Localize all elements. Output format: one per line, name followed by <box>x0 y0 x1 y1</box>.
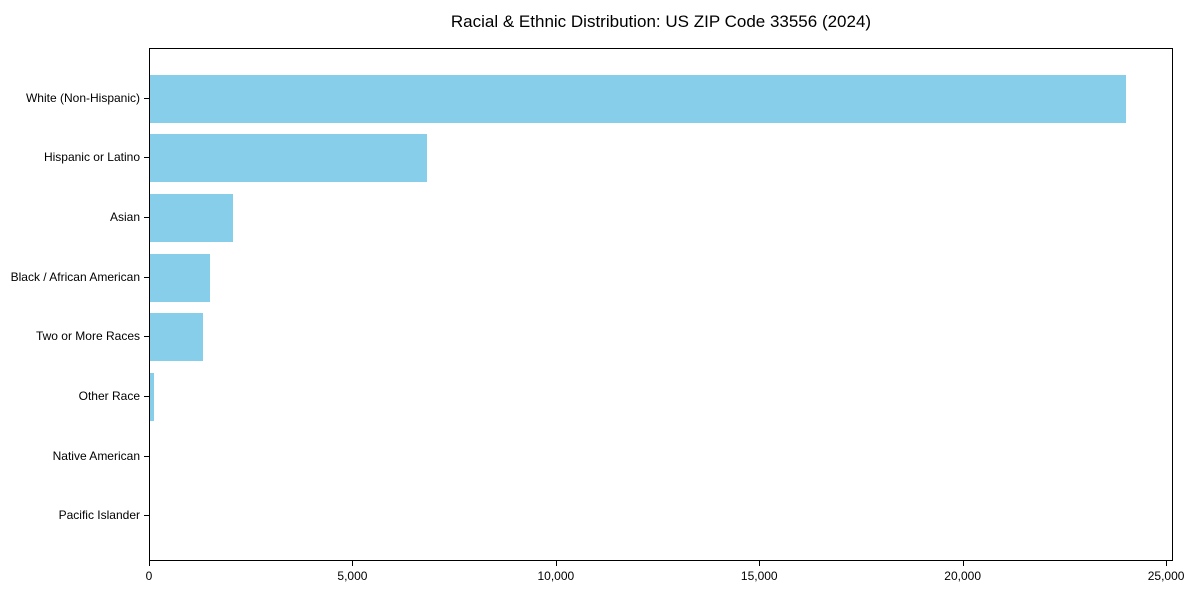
bar-two-or-more-races <box>150 313 203 362</box>
x-tick <box>759 561 761 566</box>
y-tick <box>144 157 149 159</box>
y-tick <box>144 216 149 218</box>
x-tick <box>1166 561 1168 566</box>
bar-asian <box>150 193 233 242</box>
x-tick <box>352 561 354 566</box>
y-tick <box>144 97 149 99</box>
x-tick <box>149 561 150 566</box>
y-tick-label: Pacific Islander <box>58 508 140 523</box>
y-tick <box>144 276 149 278</box>
y-tick <box>144 455 149 457</box>
x-tick-label: 25,000 <box>1147 569 1185 583</box>
bar-other-race <box>150 373 154 421</box>
y-tick-label: Two or More Races <box>35 329 140 344</box>
y-tick-label: Hispanic or Latino <box>43 150 140 165</box>
chart-title: Racial & Ethnic Distribution: US ZIP Cod… <box>450 12 872 31</box>
x-tick-label: 20,000 <box>944 569 982 583</box>
y-tick-label: Asian <box>109 209 140 224</box>
bar-white-non-hispanic <box>150 74 1126 123</box>
y-tick-label: Black / African American <box>10 269 140 284</box>
plot-area <box>149 48 1173 561</box>
y-tick <box>144 396 149 397</box>
y-tick <box>144 336 149 338</box>
x-tick-label: 15,000 <box>740 569 778 583</box>
bar-hispanic-or-latino <box>150 134 427 183</box>
x-tick <box>962 561 964 566</box>
x-tick <box>555 561 557 566</box>
x-tick-label: 10,000 <box>537 569 575 583</box>
bar-black-african-american <box>150 253 210 302</box>
x-tick-label: 5,000 <box>337 569 368 583</box>
y-tick-label: Other Race <box>78 389 140 403</box>
y-tick <box>144 515 149 517</box>
y-tick-label: Native American <box>52 448 140 463</box>
y-tick-label: White (Non-Hispanic) <box>25 90 140 105</box>
x-tick-label: 0 <box>145 569 153 583</box>
